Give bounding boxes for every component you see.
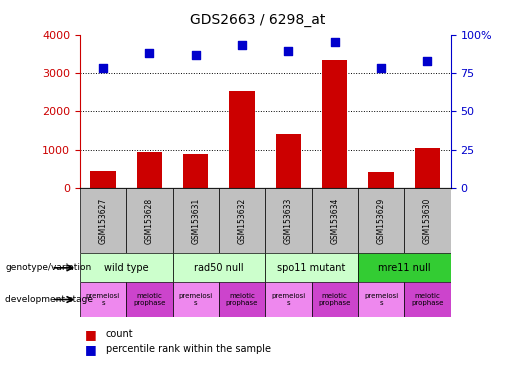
Bar: [229, 91, 255, 188]
Bar: [136, 152, 162, 188]
Text: ■: ■: [85, 343, 97, 356]
Bar: [415, 148, 440, 188]
Text: meiotic
prophase: meiotic prophase: [133, 293, 165, 306]
Text: GSM153629: GSM153629: [376, 198, 386, 244]
Point: [238, 42, 246, 48]
Point: [145, 50, 153, 56]
Bar: [265, 253, 358, 282]
Text: rad50 null: rad50 null: [194, 263, 244, 273]
Bar: [358, 253, 451, 282]
Point: [377, 65, 385, 71]
Bar: [173, 188, 219, 253]
Point: [192, 51, 200, 58]
Bar: [126, 188, 173, 253]
Bar: [312, 188, 358, 253]
Text: premeiosi
s: premeiosi s: [86, 293, 120, 306]
Text: ■: ■: [85, 328, 97, 341]
Text: genotype/variation: genotype/variation: [5, 263, 91, 272]
Bar: [322, 60, 348, 188]
Text: premeiosi
s: premeiosi s: [364, 293, 398, 306]
Bar: [173, 253, 265, 282]
Bar: [173, 282, 219, 317]
Text: meiotic
prophase: meiotic prophase: [226, 293, 258, 306]
Text: GSM153633: GSM153633: [284, 198, 293, 244]
Bar: [265, 188, 312, 253]
Bar: [80, 282, 126, 317]
Text: GSM153631: GSM153631: [191, 198, 200, 244]
Bar: [276, 134, 301, 188]
Bar: [404, 282, 451, 317]
Text: percentile rank within the sample: percentile rank within the sample: [106, 344, 270, 354]
Text: GSM153632: GSM153632: [237, 198, 247, 244]
Text: premeiosi
s: premeiosi s: [271, 293, 305, 306]
Text: premeiosi
s: premeiosi s: [179, 293, 213, 306]
Text: development stage: development stage: [5, 295, 93, 304]
Bar: [219, 188, 265, 253]
Text: GDS2663 / 6298_at: GDS2663 / 6298_at: [190, 13, 325, 27]
Bar: [404, 188, 451, 253]
Point: [284, 48, 293, 55]
Bar: [358, 282, 404, 317]
Bar: [312, 282, 358, 317]
Point: [423, 58, 432, 64]
Bar: [80, 188, 126, 253]
Text: wild type: wild type: [104, 263, 148, 273]
Bar: [368, 172, 394, 188]
Text: GSM153627: GSM153627: [98, 198, 108, 244]
Bar: [358, 188, 404, 253]
Bar: [265, 282, 312, 317]
Text: count: count: [106, 329, 133, 339]
Text: meiotic
prophase: meiotic prophase: [319, 293, 351, 306]
Text: meiotic
prophase: meiotic prophase: [411, 293, 443, 306]
Bar: [80, 253, 173, 282]
Text: GSM153634: GSM153634: [330, 198, 339, 244]
Text: spo11 mutant: spo11 mutant: [278, 263, 346, 273]
Point: [331, 39, 339, 45]
Text: GSM153628: GSM153628: [145, 198, 154, 244]
Point: [99, 65, 107, 71]
Bar: [126, 282, 173, 317]
Text: GSM153630: GSM153630: [423, 198, 432, 244]
Bar: [219, 282, 265, 317]
Text: mre11 null: mre11 null: [378, 263, 431, 273]
Bar: [183, 154, 209, 188]
Bar: [90, 171, 116, 188]
